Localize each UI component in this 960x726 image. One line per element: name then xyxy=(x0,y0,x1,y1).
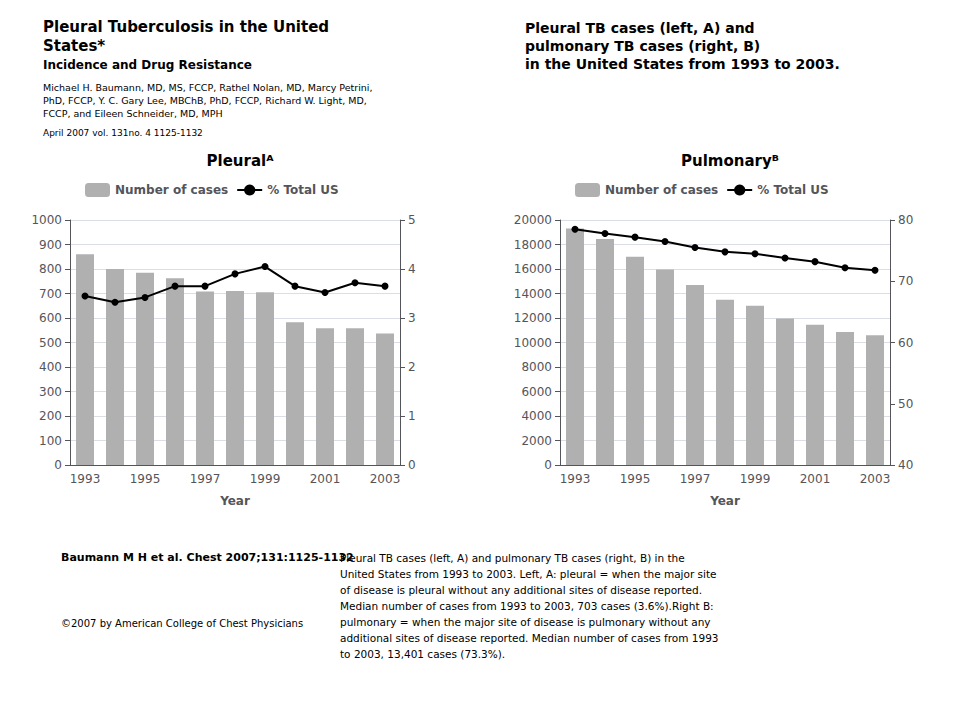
svg-text:0: 0 xyxy=(54,458,62,472)
svg-text:60: 60 xyxy=(898,336,913,350)
svg-text:20000: 20000 xyxy=(514,213,552,227)
svg-text:additional sites of disease re: additional sites of disease reported. Me… xyxy=(340,632,719,644)
svg-text:1999: 1999 xyxy=(740,472,771,486)
svg-text:1997: 1997 xyxy=(680,472,711,486)
svg-text:FCCP, and Eileen Schneider, MD: FCCP, and Eileen Schneider, MD, MPH xyxy=(43,108,223,119)
svg-text:200: 200 xyxy=(39,409,62,423)
svg-text:3: 3 xyxy=(408,311,416,325)
svg-text:Median number of cases from 19: Median number of cases from 1993 to 2003… xyxy=(340,600,714,612)
svg-text:% Total US: % Total US xyxy=(757,183,829,197)
svg-text:Michael H. Baumann, MD, MS, FC: Michael H. Baumann, MD, MS, FCCP, Rathel… xyxy=(43,82,372,93)
svg-text:1993: 1993 xyxy=(70,472,101,486)
svg-text:1999: 1999 xyxy=(250,472,281,486)
svg-text:4000: 4000 xyxy=(521,409,552,423)
svg-text:5: 5 xyxy=(408,213,416,227)
svg-text:300: 300 xyxy=(39,385,62,399)
svg-text:1: 1 xyxy=(408,409,416,423)
svg-text:Pulmonaryᴮ: Pulmonaryᴮ xyxy=(681,152,779,170)
svg-text:40: 40 xyxy=(898,458,913,472)
svg-text:April 2007 vol. 131no. 4 1125-: April 2007 vol. 131no. 4 1125-1132 xyxy=(43,128,203,138)
svg-text:2: 2 xyxy=(408,360,416,374)
svg-text:1000: 1000 xyxy=(31,213,62,227)
svg-text:Number of cases: Number of cases xyxy=(115,183,228,197)
svg-text:% Total US: % Total US xyxy=(267,183,339,197)
svg-text:100: 100 xyxy=(39,434,62,448)
svg-text:Pleural TB cases (left, A) and: Pleural TB cases (left, A) and xyxy=(525,20,755,36)
svg-text:900: 900 xyxy=(39,238,62,252)
svg-text:1997: 1997 xyxy=(190,472,221,486)
svg-text:400: 400 xyxy=(39,360,62,374)
svg-text:2000: 2000 xyxy=(521,434,552,448)
svg-text:800: 800 xyxy=(39,262,62,276)
svg-text:18000: 18000 xyxy=(514,238,552,252)
svg-text:©2007 by American College of C: ©2007 by American College of Chest Physi… xyxy=(61,618,303,629)
svg-text:in the United States from 1993: in the United States from 1993 to 2003. xyxy=(525,56,840,72)
svg-text:pulmonary TB cases (right, B): pulmonary TB cases (right, B) xyxy=(525,38,760,54)
svg-text:PhD, FCCP, Y. C. Gary Lee, MBC: PhD, FCCP, Y. C. Gary Lee, MBChB, PhD, F… xyxy=(43,95,367,106)
svg-text:States*: States* xyxy=(43,37,105,55)
svg-text:600: 600 xyxy=(39,311,62,325)
svg-text:50: 50 xyxy=(898,397,913,411)
svg-text:0: 0 xyxy=(408,458,416,472)
svg-text:Number of cases: Number of cases xyxy=(605,183,718,197)
svg-text:2001: 2001 xyxy=(800,472,831,486)
svg-text:1995: 1995 xyxy=(620,472,651,486)
svg-text:8000: 8000 xyxy=(521,360,552,374)
svg-text:80: 80 xyxy=(898,213,913,227)
svg-text:Year: Year xyxy=(709,494,740,508)
svg-text:16000: 16000 xyxy=(514,262,552,276)
svg-text:2003: 2003 xyxy=(370,472,401,486)
svg-text:of disease is pleural without: of disease is pleural without any additi… xyxy=(340,584,702,596)
svg-text:United States from 1993 to 200: United States from 1993 to 2003. Left, A… xyxy=(340,568,717,580)
svg-text:14000: 14000 xyxy=(514,287,552,301)
svg-text:700: 700 xyxy=(39,287,62,301)
svg-text:6000: 6000 xyxy=(521,385,552,399)
svg-text:500: 500 xyxy=(39,336,62,350)
svg-text:12000: 12000 xyxy=(514,311,552,325)
svg-text:0: 0 xyxy=(544,458,552,472)
svg-text:Pleural Tuberculosis in the Un: Pleural Tuberculosis in the United xyxy=(43,18,329,36)
svg-text:2003: 2003 xyxy=(860,472,891,486)
svg-text:Pleuralᴬ: Pleuralᴬ xyxy=(207,152,275,170)
svg-text:to 2003, 13,401 cases (73.3%).: to 2003, 13,401 cases (73.3%). xyxy=(340,648,505,660)
svg-text:1993: 1993 xyxy=(560,472,591,486)
svg-text:10000: 10000 xyxy=(514,336,552,350)
svg-text:1995: 1995 xyxy=(130,472,161,486)
svg-text:70: 70 xyxy=(898,274,913,288)
svg-text:4: 4 xyxy=(408,262,416,276)
svg-text:pulmonary = when the major sit: pulmonary = when the major site of disea… xyxy=(340,616,711,628)
svg-text:2001: 2001 xyxy=(310,472,341,486)
svg-text:Baumann M H et al. Chest 2007;: Baumann M H et al. Chest 2007;131:1125-1… xyxy=(61,551,354,564)
svg-text:Pleural TB cases (left, A) and: Pleural TB cases (left, A) and pulmonary… xyxy=(340,552,685,564)
svg-text:Year: Year xyxy=(219,494,250,508)
svg-text:Incidence and Drug Resistance: Incidence and Drug Resistance xyxy=(43,58,252,72)
